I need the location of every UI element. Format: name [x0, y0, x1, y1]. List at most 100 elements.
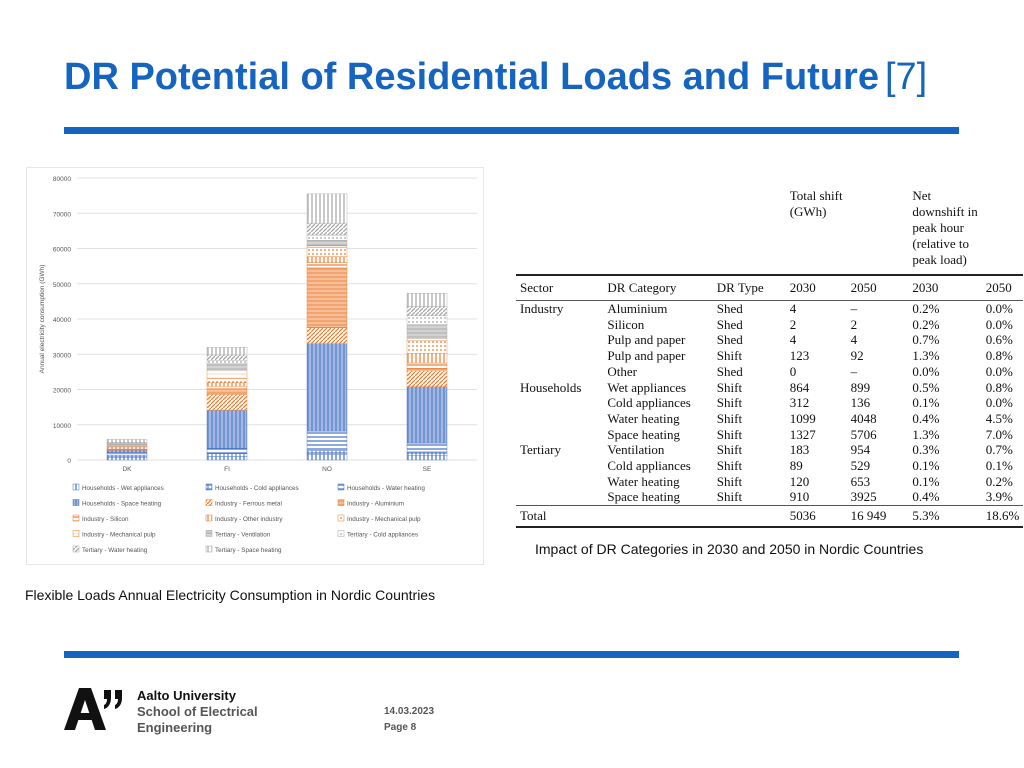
table-cell [516, 332, 585, 348]
table-total-row: Total 5036 16 949 5.3% 18.6% [516, 505, 1024, 529]
table-gap [890, 442, 908, 458]
table-header-top: Total shift (GWh) Net downshift in peak hour… [516, 184, 1023, 275]
legend-swatch [205, 499, 213, 506]
aalto-logo-icon [64, 688, 122, 730]
table-gap [890, 301, 908, 317]
table-gap [768, 317, 786, 333]
table-gap [767, 505, 786, 529]
table-total-cell: 18.6% [981, 505, 1024, 529]
bar-segment [406, 362, 448, 369]
table-row: Cold appliances Shift 312 136 0.1% 0.0% [516, 395, 1023, 411]
bar-segment [106, 443, 148, 447]
table-gap [585, 489, 603, 505]
table-gap [890, 348, 908, 364]
table-gap [768, 458, 786, 474]
table-cell: 4 [789, 332, 797, 348]
table-column-header: 2050 [981, 274, 1024, 301]
table-cell: 0.7% [912, 332, 940, 348]
table-cell: Shift [716, 473, 743, 489]
bar-segment [206, 388, 248, 395]
table-cell: – [850, 363, 858, 379]
table-column-header: 2050 [846, 274, 891, 301]
table-gap [585, 348, 603, 364]
table-cell: 1099 [789, 410, 816, 426]
legend-label: Households - Cold appliances [215, 485, 299, 492]
table-cell: Tertiary [520, 442, 561, 458]
table-gap [768, 184, 786, 275]
table-gap [695, 348, 713, 364]
legend-swatch [337, 499, 345, 506]
table-cell: 0.1% [912, 473, 940, 489]
table-cell: Ventilation [607, 442, 665, 458]
table-cell: 910 [789, 489, 810, 505]
table-cell [516, 348, 585, 364]
table-cell: Industry [520, 301, 564, 316]
table-column-header: 2030 [908, 274, 982, 301]
table-cell: Aluminium [607, 301, 668, 316]
bar-segment [106, 439, 148, 443]
bar-segment [106, 454, 148, 458]
bar-segment [306, 343, 348, 432]
bar-segment [106, 456, 148, 461]
table-cell: 0.0% [985, 395, 1013, 411]
table-gap [585, 505, 604, 529]
bar-segment [406, 338, 448, 342]
bar-segment [306, 256, 348, 263]
table-cell: 2 [850, 316, 858, 332]
table-gap [890, 274, 909, 301]
y-tick-label: 60000 [53, 247, 71, 254]
table-gap [695, 489, 713, 505]
table-gap [695, 458, 713, 474]
table-gap [585, 474, 603, 490]
x-tick-label: DK [122, 466, 132, 473]
bar-segment [406, 340, 448, 354]
bar-segment [306, 262, 348, 269]
table-gap [768, 380, 786, 396]
chart-caption: Flexible Loads Annual Electricity Consum… [25, 587, 436, 603]
university-name-block: Aalto University School of Electrical En… [137, 688, 258, 736]
table-group-header [713, 184, 768, 275]
table-gap [768, 348, 786, 364]
table-group-header: Total shift (GWh) [789, 188, 843, 219]
table-row: Households Wet appliances Shift 864 899 0.5% 0… [516, 380, 1023, 396]
table-group-header [603, 184, 694, 275]
bar-segment [106, 452, 148, 456]
bar-segment [206, 456, 248, 461]
presentation-date: 14.03.2023 [384, 706, 435, 717]
table-gap [768, 364, 786, 380]
x-tick-label: FI [224, 466, 230, 473]
table-row: Water heating Shift 1099 4048 0.4% 4.5% [516, 411, 1023, 427]
y-tick-label: 50000 [53, 282, 71, 289]
bar-segment [406, 455, 448, 461]
table-gap [585, 442, 603, 458]
table-cell: 183 [789, 442, 810, 458]
table-cell: 0.1% [985, 458, 1013, 474]
table-total-cell: 5036 [785, 505, 847, 529]
table-gap [767, 274, 786, 301]
table-group-header [982, 184, 1024, 275]
y-tick-label: 30000 [53, 352, 71, 359]
table-cell: Pulp and paper [607, 348, 686, 364]
table-gap [890, 317, 908, 333]
bar-segment [406, 293, 448, 307]
bar-segment [406, 306, 448, 317]
y-tick-label: 80000 [53, 176, 71, 183]
bar-segment [406, 315, 448, 325]
table-cell: Pulp and paper [607, 332, 686, 348]
table-cell: Shed [716, 316, 743, 332]
bar-segment [306, 430, 348, 451]
legend-swatch [205, 483, 213, 491]
y-tick-label: 70000 [53, 211, 71, 218]
table-total-cell: 16 949 [846, 505, 891, 529]
table-total-cell: Total [516, 505, 586, 529]
table-cell: 653 [850, 473, 871, 489]
table-cell [516, 411, 585, 427]
table-cell: 0.6% [985, 332, 1013, 348]
table-cell: 92 [850, 348, 864, 364]
table-gap [890, 411, 908, 427]
school-name-line1: School of Electrical [137, 704, 258, 719]
table-gap [695, 474, 713, 490]
table-gap [768, 474, 786, 490]
dr-impact-table-container: Total shift (GWh) Net downshift in peak hour… [516, 184, 1024, 529]
bar-segment [206, 453, 248, 457]
